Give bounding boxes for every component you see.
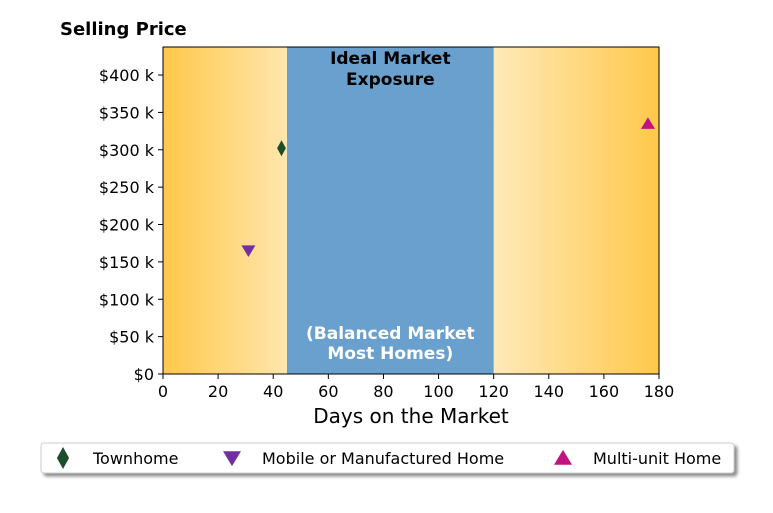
x-tick-label: 20 <box>208 382 228 401</box>
band-label-bottom-line1: (Balanced Market <box>306 324 475 344</box>
y-axis-title: Selling Price <box>60 19 187 40</box>
data-points <box>241 117 655 257</box>
x-tick-label: 40 <box>263 382 283 401</box>
data-point-mobile-or-manufactured-home <box>241 245 256 257</box>
legend-box <box>40 442 735 474</box>
legend-marker <box>56 447 70 469</box>
x-axis-ticks: 0 20 40 60 80 100 120 140 160 180 <box>158 374 674 401</box>
y-tick-label: $50 k <box>109 328 155 347</box>
y-tick-label: $400 k <box>99 66 155 85</box>
data-point-multi-unit-home <box>640 117 655 129</box>
legend-marker <box>223 451 241 467</box>
ideal-exposure-band <box>287 47 494 374</box>
y-axis-ticks: $0 $50 k $100 k $150 k $200 k $250 k $300 k $35… <box>99 66 163 384</box>
x-tick-label: 180 <box>644 382 675 401</box>
y-tick-label: $100 k <box>99 290 155 309</box>
x-tick-label: 120 <box>478 382 509 401</box>
y-tick-label: $150 k <box>99 253 155 272</box>
legend: Townhome Mobile or Manufactured Home Multi… <box>40 442 735 474</box>
x-tick-label: 80 <box>373 382 393 401</box>
y-tick-label: $0 <box>134 365 154 384</box>
y-tick-label: $200 k <box>99 216 155 235</box>
band-label-top-line2: Exposure <box>346 70 435 90</box>
legend-label: Townhome <box>92 449 178 468</box>
band-label-top-line1: Ideal Market <box>330 49 451 69</box>
y-tick-label: $250 k <box>99 178 155 197</box>
x-tick-label: 160 <box>589 382 620 401</box>
y-tick-label: $300 k <box>99 141 155 160</box>
plot-frame <box>162 46 660 375</box>
legend-label: Multi-unit Home <box>593 449 721 468</box>
x-tick-label: 0 <box>158 382 168 401</box>
x-tick-label: 60 <box>318 382 338 401</box>
band-label-bottom-line2: Most Homes) <box>327 344 453 364</box>
legend-label: Mobile or Manufactured Home <box>262 449 504 468</box>
x-tick-label: 100 <box>423 382 454 401</box>
legend-items: Townhome Mobile or Manufactured Home Multi… <box>56 447 721 469</box>
data-point-townhome <box>277 140 286 157</box>
x-axis-title: Days on the Market <box>313 404 509 428</box>
x-tick-label: 140 <box>534 382 565 401</box>
legend-marker <box>554 449 572 465</box>
y-tick-label: $350 k <box>99 103 155 122</box>
